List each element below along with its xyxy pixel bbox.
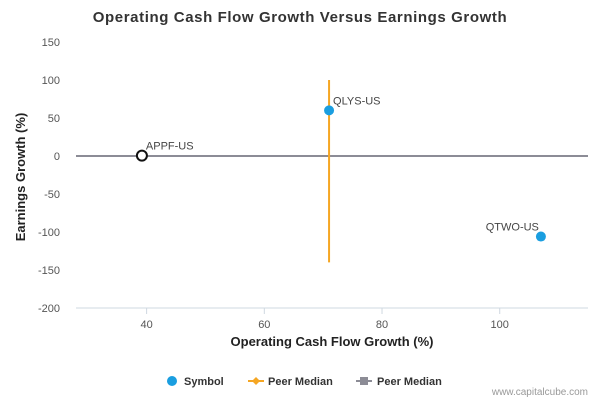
y-tick-label: -50 — [44, 189, 60, 201]
legend: Symbol Peer Median Peer Median — [167, 376, 442, 388]
y-tick-label: 150 — [42, 37, 60, 49]
data-point-label: APPF-US — [146, 141, 194, 153]
data-point-appf-us — [135, 149, 148, 162]
x-tick-label: 60 — [258, 319, 270, 331]
data-point-qlys-us — [324, 105, 335, 116]
data-point-label: QLYS-US — [333, 95, 380, 107]
x-axis-title: Operating Cash Flow Growth (%) — [231, 334, 434, 349]
data-point-qtwo-us — [535, 231, 546, 242]
data-points: APPF-US QLYS-US QTWO-US — [135, 95, 546, 242]
legend-label: Symbol — [184, 376, 224, 388]
legend-symbol-icon — [167, 376, 177, 386]
y-tick-label: 0 — [54, 151, 60, 163]
legend-peer-median-diamond-icon — [252, 377, 260, 385]
legend-label: Peer Median — [377, 376, 442, 388]
y-tick-label: 50 — [48, 113, 60, 125]
y-axis-title: Earnings Growth (%) — [13, 113, 28, 242]
x-tick-label: 80 — [376, 319, 388, 331]
chart-title: Operating Cash Flow Growth Versus Earnin… — [93, 9, 507, 26]
x-axis: 40 60 80 100 — [140, 308, 509, 331]
x-tick-label: 100 — [491, 319, 509, 331]
credit-text: www.capitalcube.com — [491, 387, 588, 398]
y-tick-label: -150 — [38, 265, 60, 277]
legend-label: Peer Median — [268, 376, 333, 388]
y-tick-label: 100 — [42, 75, 60, 87]
legend-peer-median-square-icon — [360, 377, 368, 385]
x-tick-label: 40 — [140, 319, 152, 331]
y-tick-label: -100 — [38, 227, 60, 239]
data-point-label: QTWO-US — [486, 222, 539, 234]
y-axis: 150 100 50 0 -50 -100 -150 -200 — [38, 37, 60, 315]
y-tick-label: -200 — [38, 303, 60, 315]
